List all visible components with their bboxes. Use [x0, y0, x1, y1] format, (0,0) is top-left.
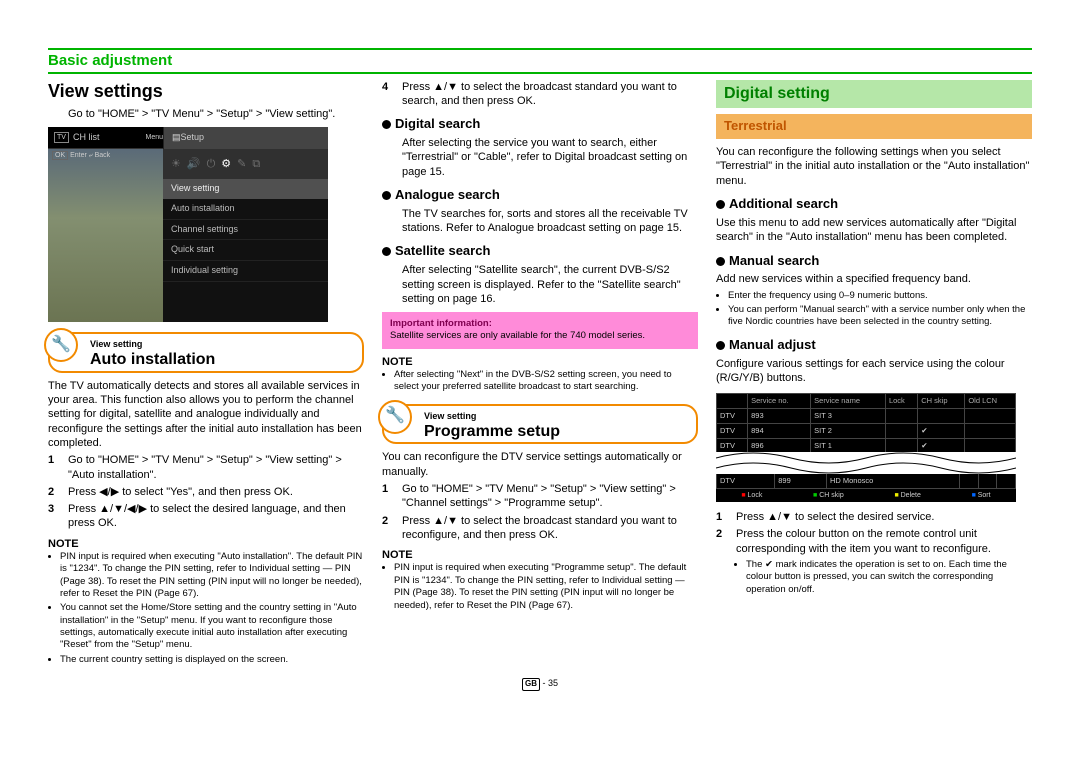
column-1: View settings Go to "HOME" > "TV Menu" >… — [48, 80, 364, 669]
manual-search-notes: Enter the frequency using 0–9 numeric bu… — [728, 290, 1032, 329]
note-heading: NOTE — [48, 537, 364, 551]
section-header: Basic adjustment — [48, 48, 1032, 74]
view-settings-title: View settings — [48, 80, 364, 103]
digital-search-p: After selecting the service you want to … — [402, 136, 698, 179]
column-3: Digital setting Terrestrial You can reco… — [716, 80, 1032, 669]
satellite-search-p: After selecting "Satellite search", the … — [402, 263, 698, 306]
wrench-icon: 🔧 — [378, 400, 412, 434]
additional-search-h: Additional search — [716, 196, 1032, 213]
programme-setup-box: 🔧 View setting Programme setup — [382, 404, 698, 445]
manual-search-p: Add new services within a specified freq… — [716, 272, 1032, 286]
auto-install-notes: PIN input is required when executing "Au… — [60, 551, 364, 666]
auto-installation-box: 🔧 View setting Auto installation — [48, 332, 364, 373]
note-col2b: PIN input is required when executing "Pr… — [394, 562, 698, 611]
programme-setup-body: You can reconfigure the DTV service sett… — [382, 450, 698, 479]
page-footer: GB - 35 — [48, 678, 1032, 690]
digital-setting-band: Digital setting — [716, 80, 1032, 109]
digital-search-h: Digital search — [382, 116, 698, 133]
column-2: Press ▲/▼ to select the broadcast standa… — [382, 80, 698, 669]
additional-search-p: Use this menu to add new services automa… — [716, 216, 1032, 245]
satellite-search-h: Satellite search — [382, 243, 698, 260]
terrestrial-band: Terrestrial — [716, 114, 1032, 139]
manual-adjust-p: Configure various settings for each serv… — [716, 357, 1032, 386]
tv-menu-mock: TV CH list Menu ▤ Setup OK Enter ⤶ Back … — [48, 127, 328, 322]
analogue-search-p: The TV searches for, sorts and stores al… — [402, 207, 698, 236]
manual-search-h: Manual search — [716, 253, 1032, 270]
wrench-icon: 🔧 — [44, 328, 78, 362]
note-h-col2b: NOTE — [382, 548, 698, 562]
view-settings-intro: Go to "HOME" > "TV Menu" > "Setup" > "Vi… — [68, 107, 364, 121]
auto-install-body: The TV automatically detects and stores … — [48, 379, 364, 450]
manual-adjust-h: Manual adjust — [716, 337, 1032, 354]
step-4: Press ▲/▼ to select the broadcast standa… — [382, 80, 698, 109]
auto-install-steps: Go to "HOME" > "TV Menu" > "Setup" > "Vi… — [48, 453, 364, 530]
manual-adjust-note: The ✔ mark indicates the operation is se… — [746, 559, 1032, 596]
programme-steps: Go to "HOME" > "TV Menu" > "Setup" > "Vi… — [382, 482, 698, 542]
manual-adjust-steps: Press ▲/▼ to select the desired service.… — [716, 510, 1032, 556]
note-col2a: After selecting "Next" in the DVB-S/S2 s… — [394, 369, 698, 394]
note-h-col2a: NOTE — [382, 355, 698, 369]
terrestrial-intro: You can reconfigure the following settin… — [716, 145, 1032, 188]
service-table-mock: Service no. Service nameLock CH skipOld … — [716, 393, 1016, 502]
important-info: Important information: Satellite service… — [382, 312, 698, 349]
analogue-search-h: Analogue search — [382, 187, 698, 204]
